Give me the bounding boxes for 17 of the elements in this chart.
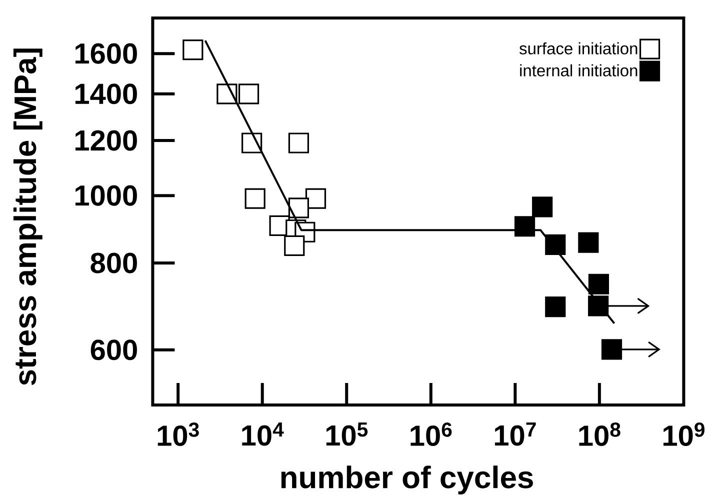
y-tick-label: 1400 (75, 84, 137, 104)
x-tick-label: 10$^{7}$ (494, 422, 536, 446)
x-tick-label: 10$^{3}$ (158, 422, 199, 446)
x-tick-label: 10$^{4}$ (242, 422, 284, 446)
y-tick-label: 1000 (75, 185, 137, 206)
x-axis-title: number of cycles (281, 466, 533, 494)
y-axis-title: stress amplitude [MPa] (13, 48, 42, 386)
x-tick-label: 10$^{6}$ (410, 422, 452, 446)
legend-label: internal initiation (520, 64, 638, 76)
y-tick-label: 600 (90, 340, 137, 360)
x-tick-label: 10$^{8}$ (579, 422, 620, 446)
y-tick-label: 800 (90, 252, 137, 274)
x-tick-label: 10$^{9}$ (664, 422, 704, 446)
y-tick-label: 1600 (75, 43, 137, 64)
x-tick-label: 10$^{5}$ (326, 422, 368, 446)
legend-label: surface initiation (519, 42, 638, 54)
y-tick-label: 1200 (75, 130, 137, 151)
